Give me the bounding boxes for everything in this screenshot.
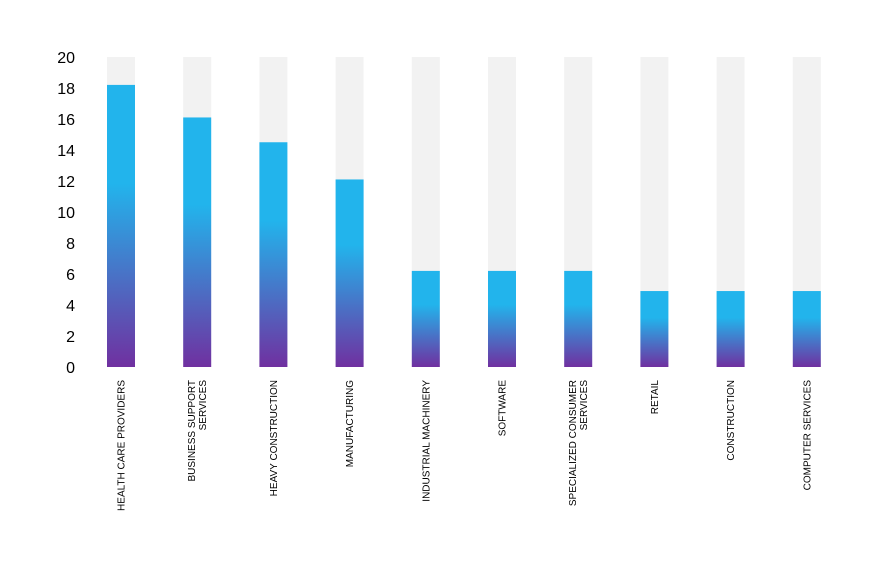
x-tick-label: RETAIL xyxy=(650,380,661,415)
x-tick-label: SOFTWARE xyxy=(498,380,509,437)
bar-tracks xyxy=(107,57,821,367)
y-tick-label: 0 xyxy=(66,360,75,377)
y-tick-label: 20 xyxy=(57,50,75,67)
x-tick-label: HEALTH CARE PROVIDERS xyxy=(117,380,128,511)
x-tick-label: BUSINESS SUPPORTSERVICES xyxy=(187,380,209,482)
y-tick-label: 4 xyxy=(66,298,75,315)
bar xyxy=(335,179,364,367)
x-tick-label: SPECIALIZED CONSUMERSERVICES xyxy=(568,380,590,506)
bar xyxy=(183,117,212,367)
bar xyxy=(411,270,440,367)
bar xyxy=(716,291,745,367)
y-tick-label: 14 xyxy=(57,143,75,160)
y-tick-label: 10 xyxy=(57,205,75,222)
x-tick-label: COMPUTER SERVICES xyxy=(802,380,813,491)
bar xyxy=(259,142,288,367)
bars xyxy=(107,84,821,368)
y-tick-label: 8 xyxy=(66,236,75,253)
y-tick-label: 16 xyxy=(57,112,75,129)
bar xyxy=(564,270,593,367)
bar xyxy=(640,291,669,367)
bar xyxy=(792,291,821,367)
y-axis: 0 2 4 6 8 10 12 14 16 18 20 xyxy=(57,50,75,377)
x-tick-label: HEAVY CONSTRUCTION xyxy=(269,380,280,496)
x-tick-label: MANUFACTURING xyxy=(345,380,356,467)
y-tick-label: 2 xyxy=(66,329,75,346)
y-tick-label: 6 xyxy=(66,267,75,284)
y-tick-label: 18 xyxy=(57,81,75,98)
x-tick-label: INDUSTRIAL MACHINERY xyxy=(421,380,432,502)
x-axis: HEALTH CARE PROVIDERS BUSINESS SUPPORTSER… xyxy=(117,380,814,511)
bar xyxy=(488,270,516,367)
bar xyxy=(107,84,135,368)
y-tick-label: 12 xyxy=(57,174,75,191)
x-tick-label: CONSTRUCTION xyxy=(726,380,737,461)
